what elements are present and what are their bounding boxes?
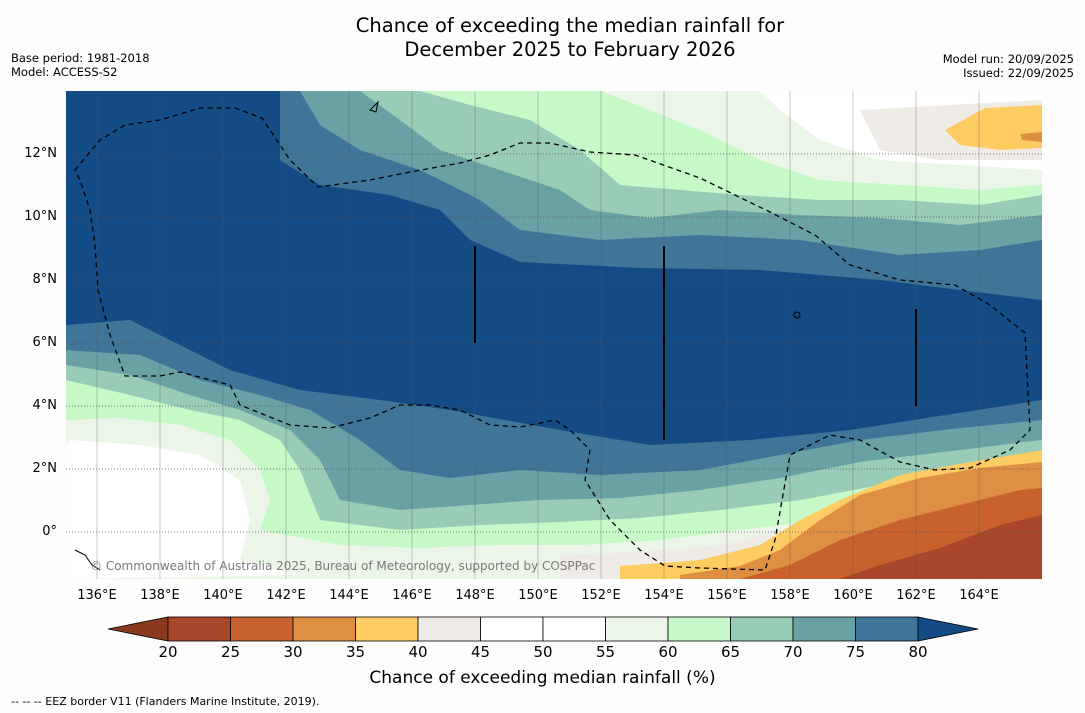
islands: [74, 100, 801, 571]
model-run-date: Model run: 20/09/2025: [942, 52, 1074, 66]
lat-label: 2°N: [32, 461, 58, 476]
colorbar-tick-label: 70: [783, 643, 803, 661]
lon-label: 144°E: [329, 588, 369, 603]
lon-label: 158°E: [770, 588, 810, 603]
field-north-35: [1020, 132, 1042, 142]
lon-label: 152°E: [581, 588, 621, 603]
colorbar-swatch: [730, 616, 794, 642]
colorbar-tick-label: 45: [470, 643, 491, 661]
colorbar-tick-label: 50: [533, 643, 553, 661]
colorbar-swatch: [542, 616, 606, 642]
colorbar-swatch: [792, 616, 856, 642]
colorbar-swatch: [230, 616, 294, 642]
colorbar-tick-label: 35: [345, 643, 366, 661]
colorbar-tick-label: 60: [658, 643, 678, 661]
boundary-lines: [474, 246, 917, 440]
lon-label: 164°E: [959, 588, 999, 603]
run-info-left: Base period: 1981-2018 Model: ACCESS-S2: [11, 51, 150, 79]
eez-borders: [74, 107, 1031, 571]
colorbar-swatch: [292, 616, 356, 642]
lat-label: 10°N: [24, 209, 57, 224]
lon-label: 142°E: [266, 588, 306, 603]
lat-label: 12°N: [24, 146, 57, 161]
title-line-1: Chance of exceeding the median rainfall …: [355, 14, 785, 37]
colorbar-swatch: [480, 616, 544, 642]
meridians: [96, 91, 980, 579]
lon-label: 138°E: [140, 588, 180, 603]
map-title: Chance of exceeding the median rainfall …: [0, 14, 1085, 62]
lat-label: 6°N: [32, 335, 58, 350]
graticule: [66, 153, 1042, 533]
lat-label: 4°N: [32, 398, 58, 413]
issued-date: Issued: 22/09/2025: [963, 66, 1074, 80]
colorbar-swatch: [605, 616, 669, 642]
lon-label: 156°E: [707, 588, 747, 603]
lon-label: 160°E: [833, 588, 873, 603]
lon-label: 140°E: [203, 588, 243, 603]
colorbar-over-arrow: [917, 616, 979, 642]
lon-label: 146°E: [392, 588, 432, 603]
colorbar-tick-label: 65: [720, 643, 741, 661]
field-north-40: [945, 105, 1042, 150]
colorbar-tick-label: 40: [408, 643, 428, 661]
lat-label: 0°: [42, 524, 57, 539]
lat-label: 8°N: [32, 272, 58, 287]
colorbar-under-arrow: [107, 616, 169, 642]
lon-label: 154°E: [644, 588, 684, 603]
colorbar-tick-label: 80: [908, 643, 928, 661]
colorbar-swatch: [417, 616, 481, 642]
colorbar-label: Chance of exceeding median rainfall (%): [369, 668, 716, 688]
colorbar-tick-label: 30: [283, 643, 303, 661]
model-name: Model: ACCESS-S2: [11, 65, 118, 79]
colorbar-tick-label: 55: [595, 643, 616, 661]
copyright-notice: © Commonwealth of Australia 2025, Bureau…: [90, 559, 596, 573]
title-line-2: December 2025 to February 2026: [404, 38, 736, 61]
rainfall-fields: [66, 91, 1042, 579]
run-info-right: Model run: 20/09/2025 Issued: 22/09/2025: [943, 52, 1074, 80]
colorbar-tick-label: 75: [845, 643, 866, 661]
field-south-50a: [66, 440, 300, 579]
colorbar-swatch: [667, 616, 731, 642]
colorbar-swatch: [855, 616, 919, 642]
base-period: Base period: 1981-2018: [11, 51, 150, 65]
lon-label: 162°E: [896, 588, 936, 603]
lon-label: 148°E: [455, 588, 495, 603]
colorbar-swatch: [355, 616, 419, 642]
field-south-25: [840, 515, 1042, 579]
lon-label: 150°E: [518, 588, 558, 603]
colorbar-swatch: [167, 616, 231, 642]
lon-label: 136°E: [77, 588, 117, 603]
colorbar-tick-label: 25: [220, 643, 241, 661]
colorbar-tick-label: 20: [158, 643, 178, 661]
eez-footnote: -- -- -- EEZ border V11 (Flanders Marine…: [11, 695, 320, 708]
